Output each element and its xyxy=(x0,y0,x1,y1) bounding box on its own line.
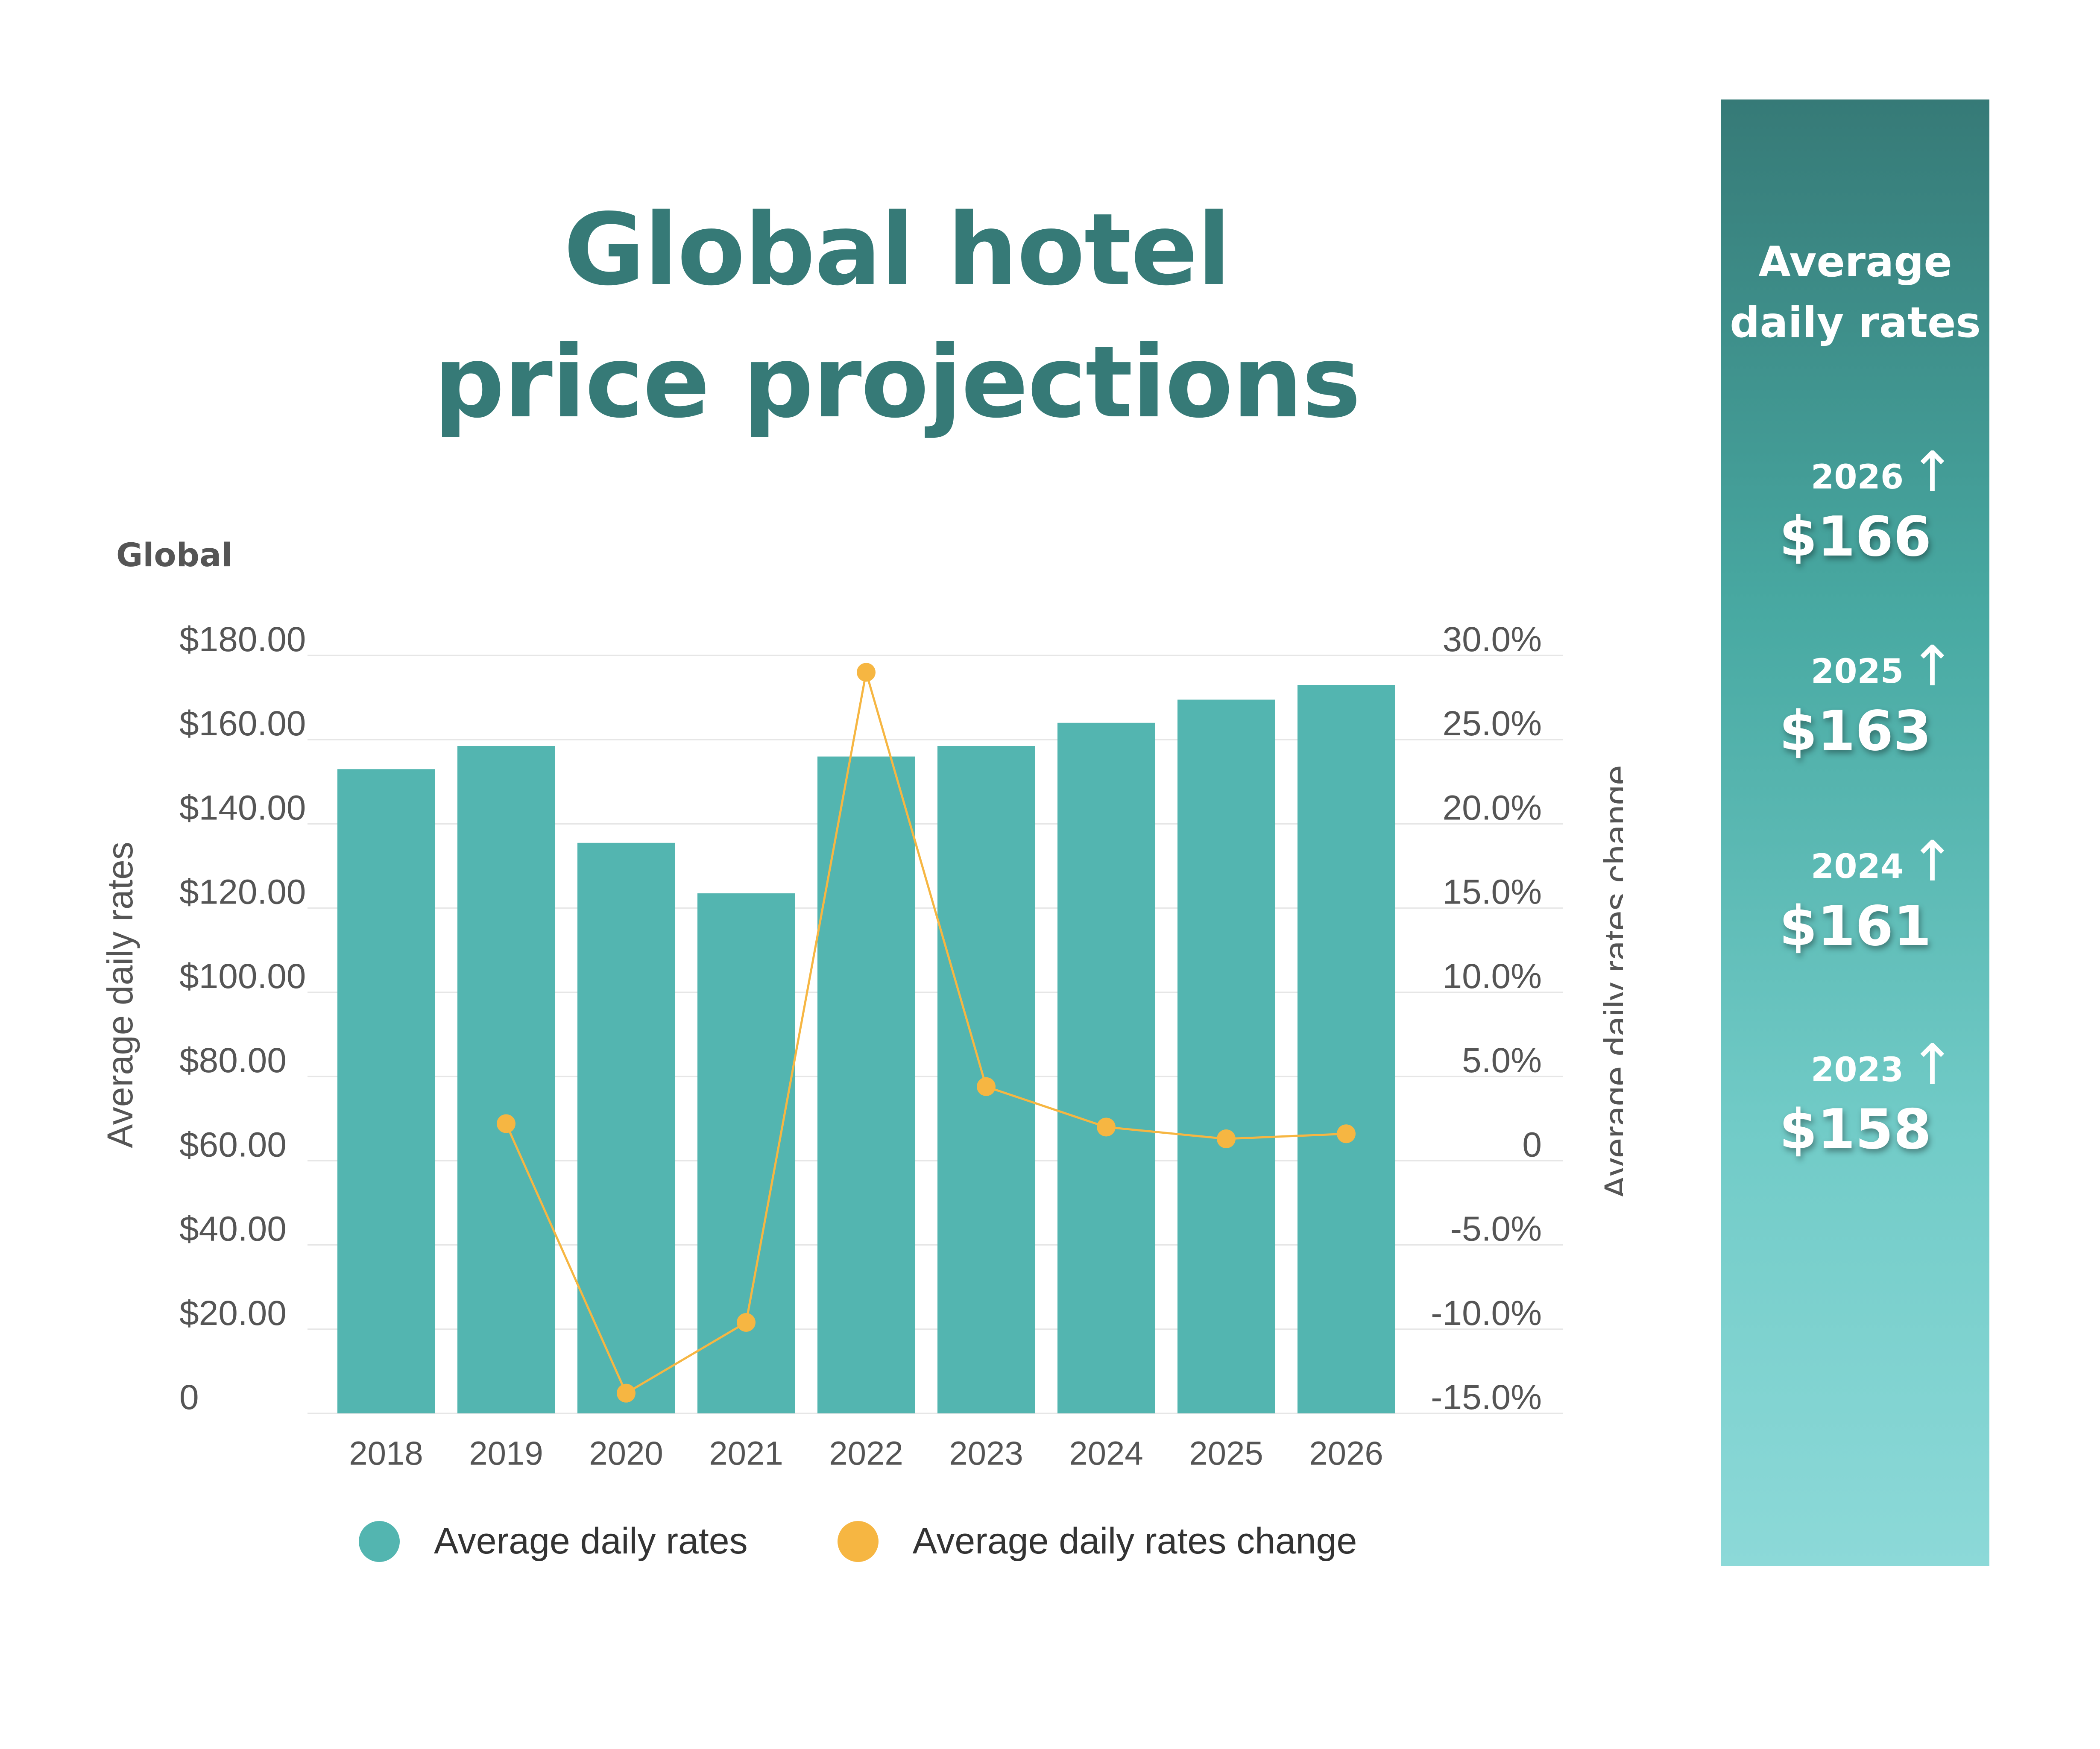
entry-year: 2023 xyxy=(1811,1051,1904,1089)
x-tick-label: 2019 xyxy=(469,1434,543,1472)
entry-year: 2025 xyxy=(1811,652,1904,691)
panel-title: Average daily rates xyxy=(1721,232,1989,353)
panel-entry-2024: 2024 ↑ $161 xyxy=(1721,829,1989,976)
entry-value: $161 xyxy=(1779,895,1932,958)
left-tick-label: $100.00 xyxy=(179,957,306,996)
x-tick-label: 2024 xyxy=(1069,1434,1143,1472)
summary-panel: Average daily rates 2026 ↑ $166 2025 ↑ $… xyxy=(1721,99,1989,1566)
left-axis-title: Average daily rates xyxy=(100,842,140,1148)
legend-label-rates: Average daily rates xyxy=(434,1521,748,1562)
right-tick-label: 30.0% xyxy=(1442,620,1542,659)
legend-swatch-rates xyxy=(359,1521,400,1562)
right-tick-label: -10.0% xyxy=(1431,1294,1542,1333)
title-line-2: price projections xyxy=(433,325,1361,440)
bar-2021 xyxy=(697,893,795,1413)
x-tick-label: 2022 xyxy=(829,1434,903,1472)
combo-chart: 0 $20.00 $40.00 $60.00 $80.00 $100.00 $120.00 $… xyxy=(100,620,1623,1472)
entry-value: $166 xyxy=(1779,505,1932,569)
legend-item-rates[interactable]: Average daily rates xyxy=(359,1520,748,1562)
panel-entry-2023: 2023 ↑ $158 xyxy=(1721,1032,1989,1179)
left-tick-label: $80.00 xyxy=(179,1041,287,1080)
entry-value: $163 xyxy=(1779,699,1932,763)
chart-legend: Average daily rates Average daily rates … xyxy=(359,1520,1447,1562)
legend-item-change[interactable]: Average daily rates change xyxy=(837,1520,1357,1562)
legend-label-change: Average daily rates change xyxy=(912,1521,1357,1562)
left-tick-label: $180.00 xyxy=(179,620,306,659)
change-point-2022 xyxy=(857,663,876,682)
bar-2025 xyxy=(1177,699,1275,1413)
right-tick-label: 20.0% xyxy=(1442,788,1542,827)
change-point-2026 xyxy=(1337,1124,1356,1144)
panel-title-line-2: daily rates xyxy=(1730,298,1981,347)
right-tick-label: 25.0% xyxy=(1442,704,1542,743)
right-tick-label: 10.0% xyxy=(1442,957,1542,996)
up-arrow-icon: ↑ xyxy=(1909,829,1956,894)
left-tick-label: $140.00 xyxy=(179,788,306,827)
left-tick-label: $160.00 xyxy=(179,704,306,743)
change-point-2020 xyxy=(617,1383,636,1403)
page-title: Global hotel price projections xyxy=(384,184,1409,448)
x-tick-label: 2023 xyxy=(949,1434,1023,1472)
left-tick-label: $40.00 xyxy=(179,1210,287,1249)
panel-entry-2026: 2026 ↑ $166 xyxy=(1721,439,1989,586)
x-tick-label: 2026 xyxy=(1309,1434,1383,1472)
left-tick-label: $120.00 xyxy=(179,873,306,912)
x-tick-label: 2025 xyxy=(1189,1434,1263,1472)
change-point-2019 xyxy=(497,1114,515,1133)
x-tick-label: 2021 xyxy=(709,1434,783,1472)
entry-value: $158 xyxy=(1779,1098,1932,1161)
right-tick-label: 15.0% xyxy=(1442,873,1542,912)
legend-swatch-change xyxy=(837,1521,879,1562)
chart-region-label: Global xyxy=(116,536,233,574)
change-point-2021 xyxy=(737,1313,756,1332)
up-arrow-icon: ↑ xyxy=(1909,439,1956,504)
bar-2019 xyxy=(457,746,555,1413)
x-tick-label: 2020 xyxy=(589,1434,663,1472)
change-point-2023 xyxy=(977,1077,996,1096)
right-tick-label: -15.0% xyxy=(1431,1378,1542,1417)
change-point-2025 xyxy=(1217,1129,1236,1149)
x-tick-label: 2018 xyxy=(349,1434,423,1472)
right-tick-label: 5.0% xyxy=(1462,1041,1542,1080)
left-tick-label: $60.00 xyxy=(179,1125,287,1164)
bar-2022 xyxy=(817,756,915,1413)
bar-2020 xyxy=(577,842,675,1413)
up-arrow-icon: ↑ xyxy=(1909,1032,1956,1097)
up-arrow-icon: ↑ xyxy=(1909,634,1956,699)
title-line-1: Global hotel xyxy=(563,192,1231,307)
panel-entry-2025: 2025 ↑ $163 xyxy=(1721,634,1989,781)
right-tick-label: -5.0% xyxy=(1450,1210,1542,1249)
change-point-2024 xyxy=(1097,1117,1116,1137)
bar-2026 xyxy=(1297,685,1395,1413)
bar-2018 xyxy=(337,769,435,1413)
change-line xyxy=(505,672,1347,1395)
right-tick-label: 0 xyxy=(1522,1125,1542,1164)
bar-2024 xyxy=(1057,722,1155,1413)
left-tick-label: 0 xyxy=(179,1378,199,1417)
panel-title-line-1: Average xyxy=(1758,238,1952,287)
entry-year: 2024 xyxy=(1811,848,1904,886)
entry-year: 2026 xyxy=(1811,458,1904,497)
left-tick-label: $20.00 xyxy=(179,1294,287,1333)
right-axis-title: Average daily rates change xyxy=(1597,765,1623,1199)
